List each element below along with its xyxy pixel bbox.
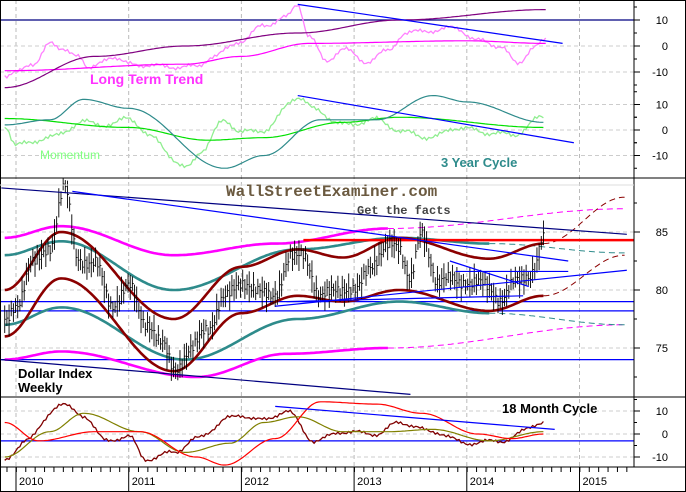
y-tick-label: 0 xyxy=(662,41,668,53)
y-tick-label: -10 xyxy=(652,67,668,79)
panel-long-term-trend xyxy=(0,3,634,89)
y-tick-label: 85 xyxy=(656,227,668,239)
trendline xyxy=(72,190,569,262)
trendline xyxy=(275,405,555,430)
band-magenta-upper xyxy=(4,224,388,257)
x-tick-label: 2012 xyxy=(244,476,268,488)
panel-price xyxy=(0,177,634,395)
series-momentum-ma xyxy=(4,116,544,141)
y-tick-label: -10 xyxy=(652,452,668,464)
y-tick-label: 10 xyxy=(656,406,668,418)
y-tick-label: 80 xyxy=(656,285,668,297)
x-tick-label: 2014 xyxy=(470,476,494,488)
tagline: Get the facts xyxy=(357,204,451,218)
series-momentum xyxy=(4,97,544,169)
trendline xyxy=(449,260,529,288)
panel-label-long-term-trend: Long Term Trend xyxy=(90,71,203,87)
trendline xyxy=(297,3,563,44)
band-projection xyxy=(543,254,625,297)
chart-title-line2: Weekly xyxy=(18,380,63,395)
series-18-month-cycle xyxy=(4,401,544,466)
band-projection xyxy=(489,312,625,326)
watermark: WallStreetExaminer.com xyxy=(226,183,438,201)
trendline xyxy=(297,94,574,144)
panel-eighteen-month-cycle xyxy=(0,401,634,466)
panel-label-3-year-cycle: 3 Year Cycle xyxy=(441,155,517,170)
y-tick-label: 75 xyxy=(656,343,668,355)
trendline xyxy=(286,295,524,303)
band-cycle-lower xyxy=(4,277,544,373)
chart-title: Dollar Index Weekly xyxy=(18,366,93,395)
y-tick-label: 0 xyxy=(662,429,668,441)
x-tick-label: 2010 xyxy=(19,476,43,488)
x-tick-label: 2013 xyxy=(357,476,381,488)
grid xyxy=(0,0,634,467)
band-teal-lower xyxy=(4,300,490,361)
chart-marks xyxy=(0,3,634,466)
trendline xyxy=(1,359,411,395)
band-cycle-upper xyxy=(4,230,544,321)
y-tick-label: 0 xyxy=(662,125,668,137)
x-tick-label: 2011 xyxy=(132,476,156,488)
series-oscillator xyxy=(4,402,544,463)
panel-momentum xyxy=(4,94,574,169)
series-trend-ma xyxy=(4,40,546,72)
panel-label-18-month-cycle: 18 Month Cycle xyxy=(502,401,597,416)
chart-title-text: Dollar Index xyxy=(18,366,93,381)
band-magenta-lower xyxy=(4,346,388,379)
panel-label-momentum: Momentum xyxy=(40,148,100,162)
y-tick-label: -10 xyxy=(652,151,668,163)
x-tick-label: 2015 xyxy=(583,476,607,488)
series-oscillator-ma xyxy=(4,412,544,458)
y-tick-label: 10 xyxy=(656,15,668,27)
y-tick-label: 10 xyxy=(656,100,668,112)
band-projection xyxy=(489,243,625,254)
series-3-year-cycle xyxy=(4,95,544,169)
series-long-ma xyxy=(4,9,546,89)
